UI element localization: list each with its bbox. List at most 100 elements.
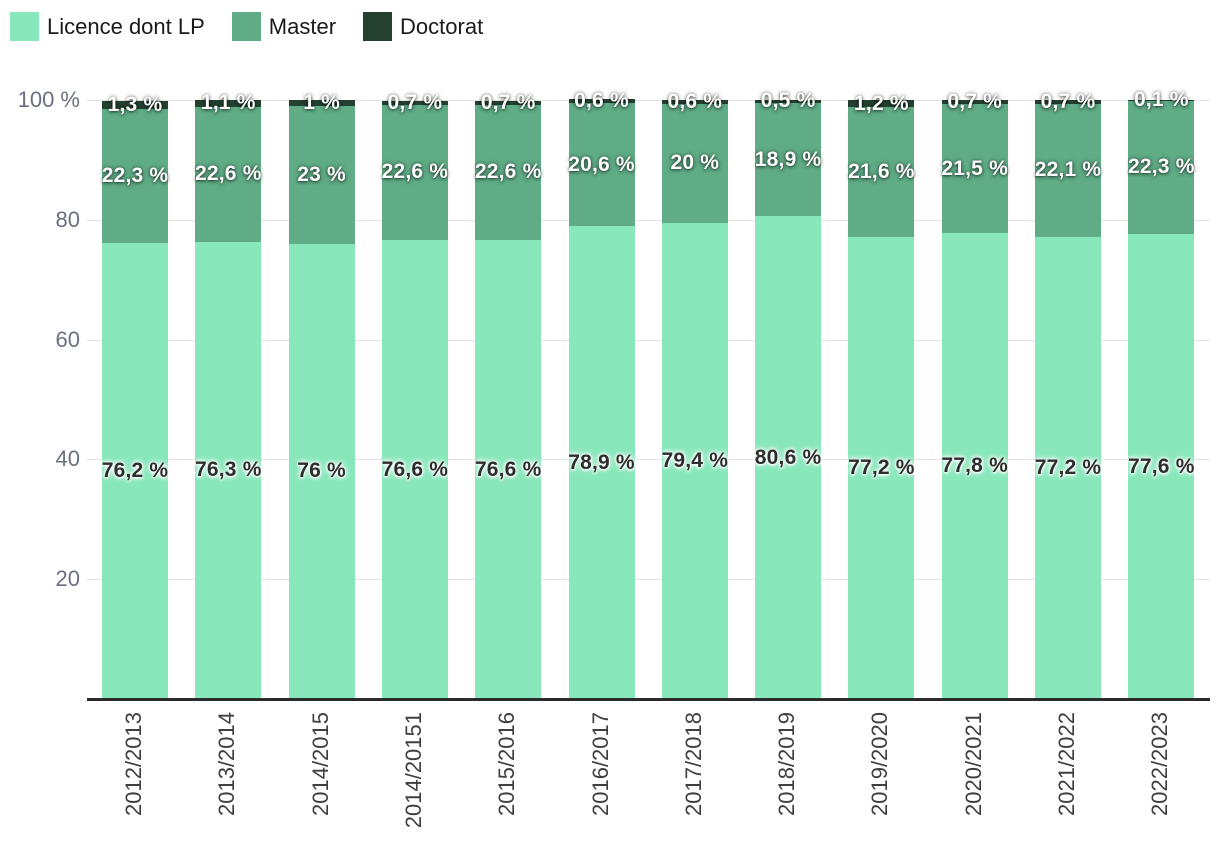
x-axis-baseline	[87, 698, 1210, 701]
value-label-licence-dont-lp-2014-2015: 76 %	[297, 459, 346, 483]
bar-2017-2018[interactable]	[661, 100, 728, 699]
legend-swatch-doctorat	[363, 12, 393, 41]
bar-segment-doctorat-2014-20151[interactable]	[381, 100, 448, 105]
value-label-doctorat-2017-2018: 0,6 %	[667, 89, 723, 113]
bar-segment-doctorat-2017-2018[interactable]	[661, 100, 728, 104]
bar-segment-doctorat-2015-2016[interactable]	[475, 100, 542, 105]
value-label-doctorat-2012-2013: 1,3 %	[107, 93, 163, 117]
bar-segment-master-2013-2014[interactable]	[195, 106, 262, 242]
legend-label: Master	[268, 13, 337, 39]
value-label-master-2014-20151: 22,6 %	[381, 160, 449, 184]
chart-legend: Licence dont LP Master Doctorat	[10, 12, 483, 41]
value-label-licence-dont-lp-2019-2020: 77,2 %	[848, 455, 915, 479]
value-label-licence-dont-lp-2021-2022: 77,2 %	[1034, 455, 1102, 479]
bar-segment-doctorat-2020-2021[interactable]	[941, 100, 1008, 105]
bar-segment-master-2012-2013[interactable]	[102, 109, 168, 243]
bar-segment-doctorat-2013-2014[interactable]	[195, 100, 262, 107]
bar-segment-licence-dont-lp-2020-2021[interactable]	[941, 232, 1008, 699]
value-label-licence-dont-lp-2012-2013: 76,2 %	[101, 458, 169, 482]
value-label-doctorat-2021-2022: 0,7 %	[1040, 90, 1096, 114]
value-label-master-2013-2014: 22,6 %	[195, 162, 262, 186]
x-axis-label-2022-2023: 2022/2023	[1147, 712, 1173, 816]
bar-segment-doctorat-2014-2015[interactable]	[288, 100, 355, 106]
bar-segment-licence-dont-lp-2017-2018[interactable]	[661, 223, 728, 699]
bar-segment-licence-dont-lp-2018-2019[interactable]	[755, 216, 822, 699]
bar-2016-2017[interactable]	[568, 99, 635, 699]
bar-segment-doctorat-2019-2020[interactable]	[848, 100, 915, 108]
value-label-doctorat-2018-2019: 0,5 %	[760, 89, 816, 113]
x-axis-label-2021-2022: 2021/2022	[1054, 712, 1079, 816]
legend-label: Doctorat	[400, 13, 484, 39]
value-label-licence-dont-lp-2013-2014: 76,3 %	[195, 458, 262, 482]
gridline-20	[87, 579, 1210, 581]
bar-segment-licence-dont-lp-2019-2020[interactable]	[848, 236, 915, 699]
bar-2021-2022[interactable]	[1035, 100, 1101, 699]
value-label-doctorat-2014-20151: 0,7 %	[387, 90, 443, 114]
gridline-40	[87, 459, 1210, 461]
legend-item-licence-dont-lp[interactable]: Licence dont LP	[10, 12, 205, 41]
bar-segment-master-2014-2015[interactable]	[288, 106, 355, 244]
y-axis-tick-label-100: 100 %	[17, 87, 80, 112]
bar-segment-master-2018-2019[interactable]	[755, 103, 822, 217]
legend-swatch-master	[231, 12, 261, 41]
bar-2015-2016[interactable]	[475, 100, 542, 699]
value-label-licence-dont-lp-2015-2016: 76,6 %	[474, 457, 542, 481]
gridline-60	[87, 339, 1210, 341]
bar-segment-master-2021-2022[interactable]	[1035, 104, 1101, 237]
value-label-licence-dont-lp-2014-20151: 76,6 %	[381, 457, 449, 481]
bar-2012-2013[interactable]	[102, 100, 168, 699]
bar-2013-2014[interactable]	[195, 100, 262, 699]
y-axis-tick-label-20: 20	[55, 566, 80, 592]
value-label-licence-dont-lp-2022-2023: 77,6 %	[1128, 454, 1195, 478]
x-axis-label-2013-2014: 2013/2014	[214, 712, 240, 816]
legend-item-master[interactable]: Master	[231, 12, 337, 41]
value-label-master-2016-2017: 20,6 %	[568, 152, 635, 176]
bar-segment-licence-dont-lp-2016-2017[interactable]	[568, 226, 635, 699]
bar-segment-licence-dont-lp-2015-2016[interactable]	[475, 240, 542, 699]
plot-area: 76,2 % 22,3 % 1,3 % 2012/2013 76,3 % 22,6 % 1,…	[87, 88, 1210, 828]
gridline-80	[87, 219, 1210, 221]
bar-segment-master-2014-20151[interactable]	[381, 104, 448, 241]
value-label-master-2012-2013: 22,3 %	[101, 163, 169, 187]
legend-swatch-licence-dont-lp	[10, 12, 39, 41]
x-axis-label-2015-2016: 2015/2016	[494, 712, 520, 816]
x-axis-label-2018-2019: 2018/2019	[774, 712, 800, 816]
bar-segment-master-2019-2020[interactable]	[848, 107, 915, 237]
value-label-licence-dont-lp-2016-2017: 78,9 %	[568, 450, 635, 474]
bar-segment-licence-dont-lp-2022-2023[interactable]	[1128, 234, 1195, 699]
bar-segment-master-2022-2023[interactable]	[1128, 100, 1195, 235]
value-label-doctorat-2019-2020: 1,2 %	[854, 91, 909, 115]
value-label-doctorat-2016-2017: 0,6 %	[574, 89, 629, 113]
bar-segment-licence-dont-lp-2013-2014[interactable]	[195, 241, 262, 699]
value-label-doctorat-2013-2014: 1,1 %	[200, 91, 256, 115]
y-axis-tick-label-60: 60	[55, 326, 80, 352]
bar-segment-master-2020-2021[interactable]	[941, 104, 1008, 233]
bar-segment-doctorat-2018-2019[interactable]	[755, 100, 822, 103]
bar-2014-20151[interactable]	[381, 100, 448, 699]
bar-segment-doctorat-2022-2023[interactable]	[1128, 100, 1195, 101]
value-label-master-2014-2015: 23 %	[297, 162, 346, 186]
bar-segment-licence-dont-lp-2014-2015[interactable]	[288, 243, 355, 699]
bar-2019-2020[interactable]	[848, 100, 915, 699]
bar-segment-master-2015-2016[interactable]	[475, 104, 542, 241]
bar-segment-master-2017-2018[interactable]	[661, 103, 728, 224]
bar-segment-licence-dont-lp-2021-2022[interactable]	[1035, 236, 1101, 699]
value-label-master-2015-2016: 22,6 %	[474, 160, 542, 184]
bar-segment-doctorat-2016-2017[interactable]	[568, 99, 635, 103]
bar-2020-2021[interactable]	[941, 100, 1008, 699]
bar-segment-master-2016-2017[interactable]	[568, 103, 635, 227]
value-label-licence-dont-lp-2018-2019: 80,6 %	[754, 445, 822, 469]
bar-2014-2015[interactable]	[288, 100, 355, 699]
x-axis-label-2017-2018: 2017/2018	[680, 712, 706, 816]
bar-segment-doctorat-2012-2013[interactable]	[102, 101, 168, 109]
bar-segment-doctorat-2021-2022[interactable]	[1035, 100, 1101, 105]
bar-2018-2019[interactable]	[755, 100, 822, 699]
value-label-master-2020-2021: 21,5 %	[941, 156, 1008, 180]
value-label-doctorat-2022-2023: 0,1 %	[1133, 88, 1189, 112]
bar-segment-licence-dont-lp-2014-20151[interactable]	[381, 240, 448, 699]
x-axis-label-2019-2020: 2019/2020	[867, 712, 893, 816]
value-label-master-2019-2020: 21,6 %	[848, 159, 915, 183]
legend-item-doctorat[interactable]: Doctorat	[363, 12, 483, 41]
bar-segment-licence-dont-lp-2012-2013[interactable]	[102, 242, 168, 699]
bar-2022-2023[interactable]	[1128, 100, 1195, 699]
